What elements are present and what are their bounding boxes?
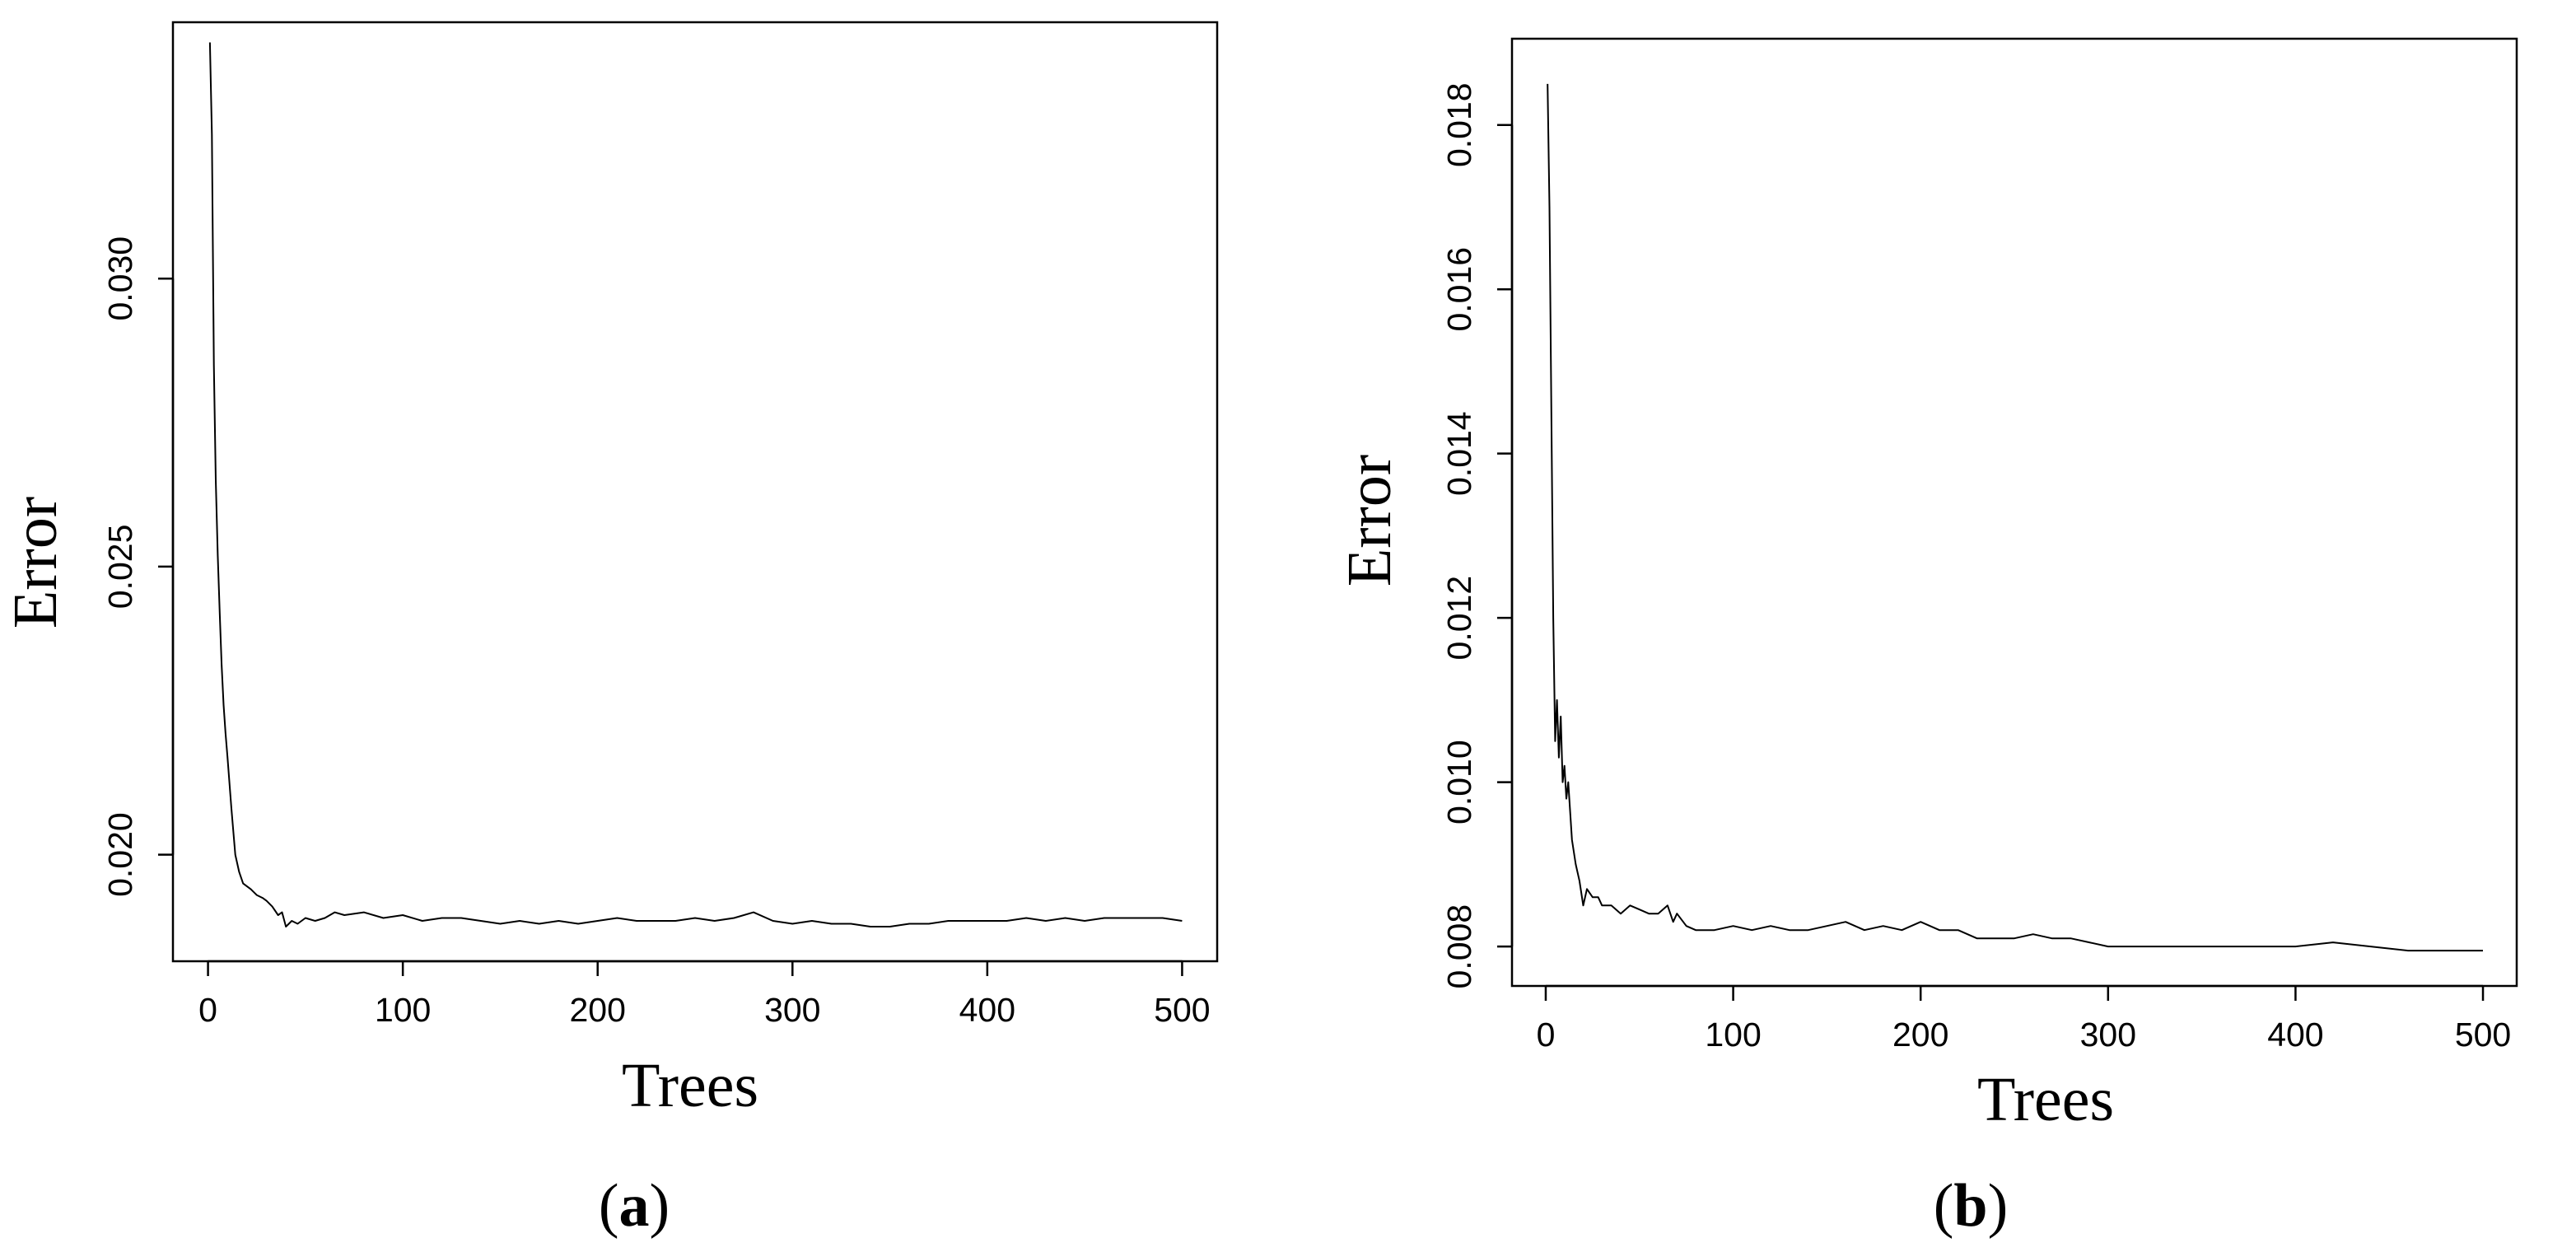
chart-panel-b: 0 100 200 300 400 500 0.0080.0100.0120.0140.0… <box>1335 37 2518 1240</box>
series-line-b <box>1547 83 2483 952</box>
y-tick-label-b: 0.014 <box>1440 411 1478 496</box>
y-tick-label-a: 0.025 <box>101 525 139 610</box>
error-line-b <box>1547 83 2483 952</box>
series-line-a <box>208 42 1183 927</box>
x-tick-label-b: 0 <box>1537 1016 1556 1053</box>
y-tick-label-b: 0.018 <box>1440 82 1478 167</box>
panel-caption-letter-a: a <box>619 1172 650 1240</box>
y-tick-label-a: 0.030 <box>101 236 139 321</box>
x-axis-label-a: Trees <box>622 1051 758 1120</box>
x-axis-b: 0 100 200 300 400 500 <box>1537 984 2511 1053</box>
x-tick-label-a: 0 <box>198 991 217 1029</box>
chart-panel-a: 0 100 200 300 400 500 0.020 0.025 0.030 Trees E… <box>1 21 1219 1240</box>
plot-frame-b <box>1510 37 2518 988</box>
x-tick-label-a: 300 <box>764 991 820 1029</box>
x-tick-label-b: 300 <box>2080 1016 2136 1053</box>
y-axis-label-a: Error <box>1 497 70 628</box>
x-tick-label-b: 100 <box>1705 1016 1761 1053</box>
x-tick-label-a: 400 <box>959 991 1015 1029</box>
x-tick-label-b: 200 <box>1892 1016 1948 1053</box>
plot-frame-a <box>171 21 1219 963</box>
x-tick-label-b: 400 <box>2267 1016 2323 1053</box>
x-axis-label-b: Trees <box>1977 1065 2114 1134</box>
x-tick-label-a: 100 <box>375 991 431 1029</box>
y-axis-label-b: Error <box>1335 455 1404 586</box>
y-tick-label-b: 0.008 <box>1440 904 1478 989</box>
y-tick-label-a: 0.020 <box>101 812 139 897</box>
panel-caption-a: (a) <box>599 1172 670 1240</box>
panel-caption-b: (b) <box>1934 1172 2008 1240</box>
y-tick-label-b: 0.012 <box>1440 576 1478 661</box>
error-line-a <box>208 42 1183 927</box>
x-tick-label-a: 200 <box>570 991 626 1029</box>
x-axis-a: 0 100 200 300 400 500 <box>198 960 1211 1029</box>
y-tick-label-b: 0.016 <box>1440 247 1478 332</box>
y-axis-a: 0.020 0.025 0.030 <box>101 236 175 897</box>
x-tick-label-b: 500 <box>2455 1016 2511 1053</box>
panel-caption-letter-b: b <box>1953 1172 1987 1240</box>
y-axis-b: 0.008 0.010 0.012 0.014 0.016 0.018 <box>1440 82 1514 989</box>
y-tick-label-b: 0.010 <box>1440 740 1478 825</box>
x-tick-label-a: 500 <box>1154 991 1210 1029</box>
